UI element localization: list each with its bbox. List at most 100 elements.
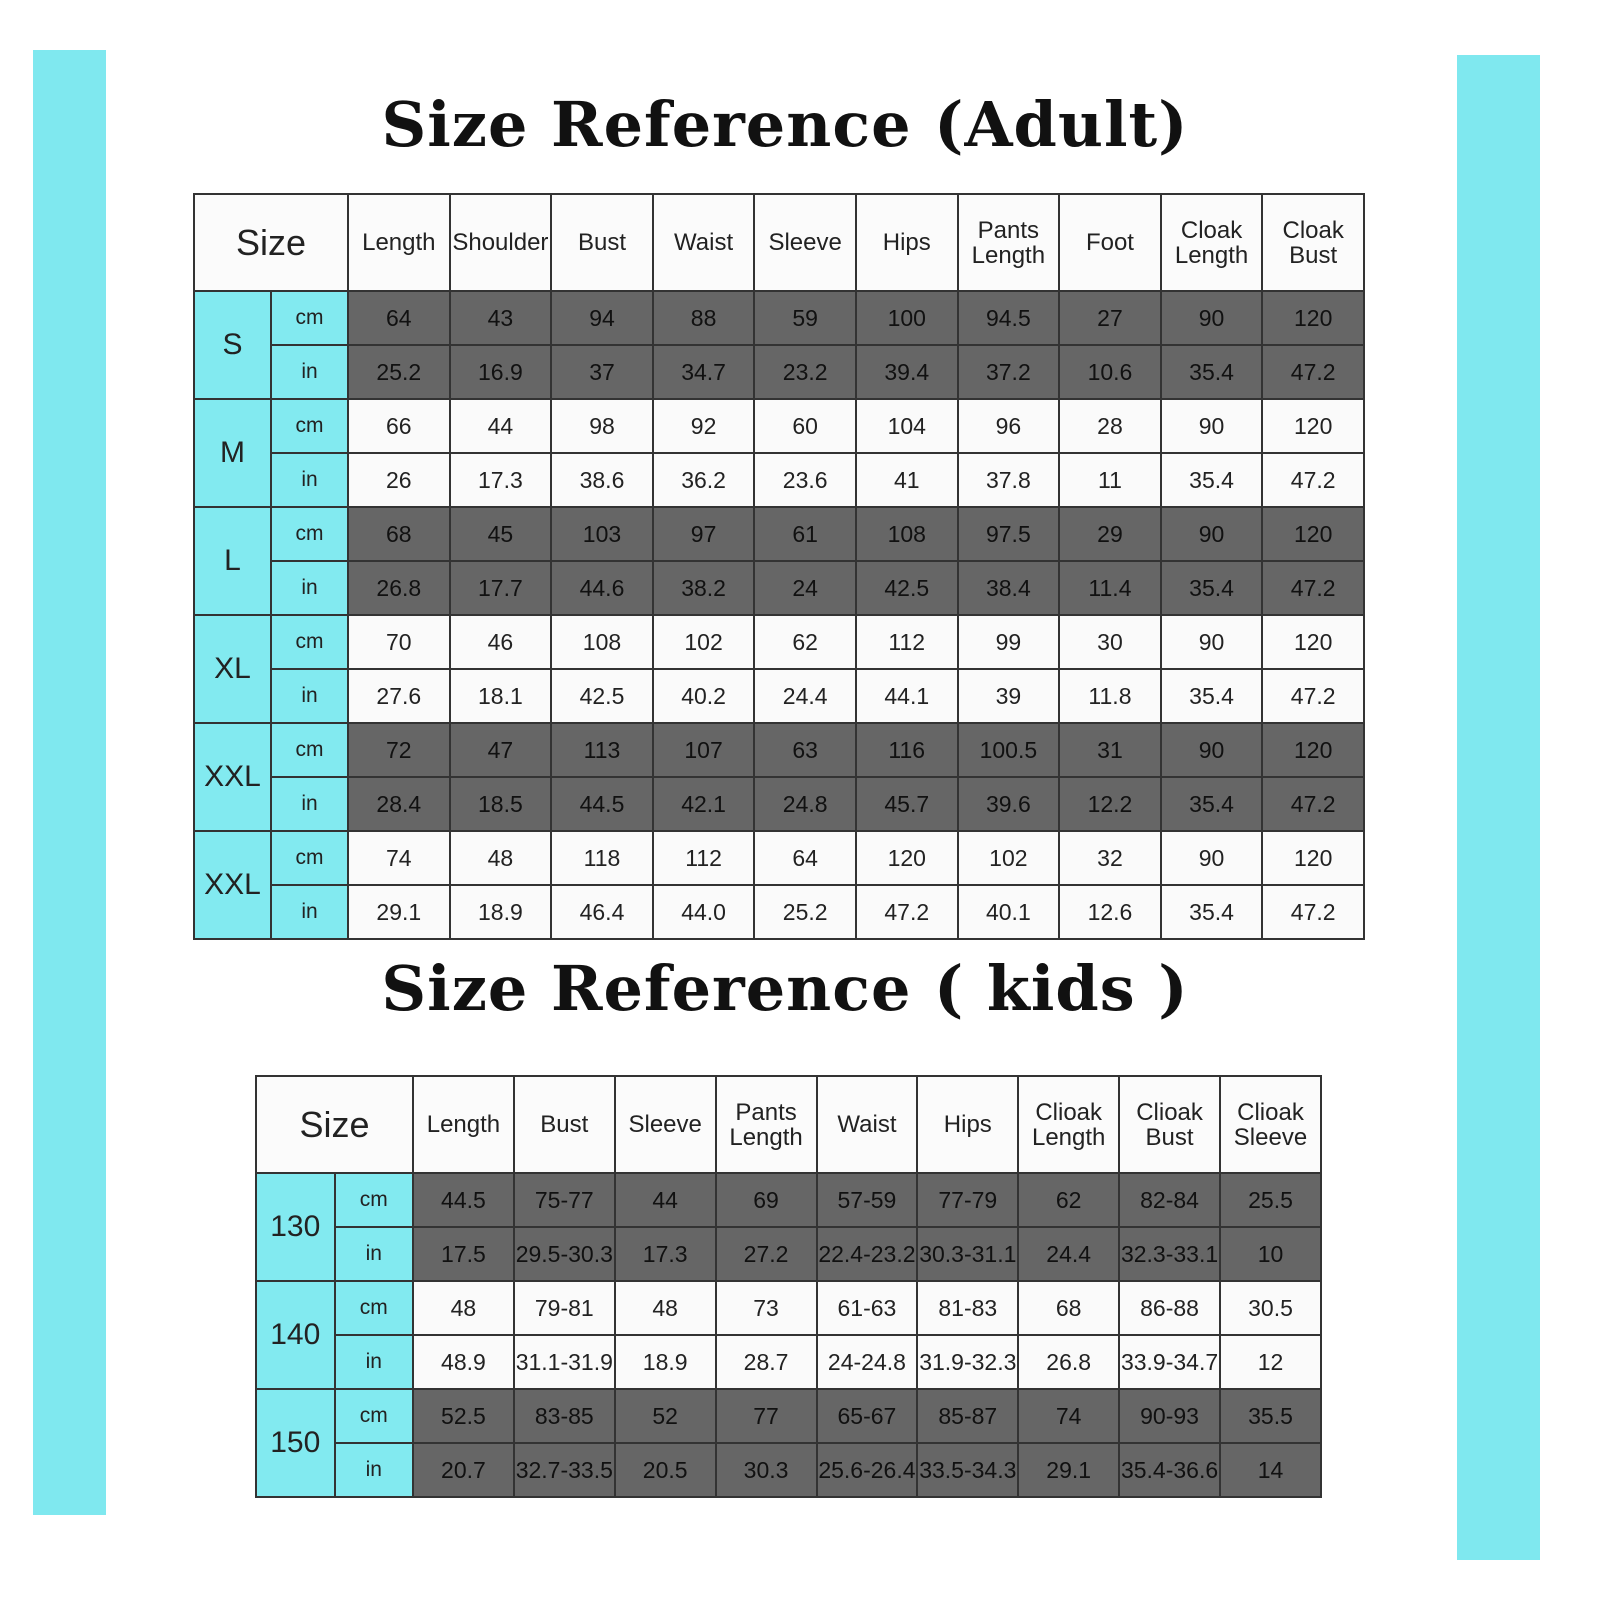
- column-header: Bust: [550, 193, 654, 292]
- table-row: XXL cm 72 47 113 107 63 116 100.5 31 90 120: [193, 722, 1365, 832]
- unit-label: cm: [333, 1388, 414, 1444]
- table-cell: 42.5: [550, 668, 654, 724]
- table-cell: 74: [347, 830, 451, 886]
- table-cell: 27: [1058, 290, 1162, 346]
- size-label: 140: [255, 1280, 336, 1390]
- table-cell: 16.9: [448, 344, 553, 400]
- size-header: Size: [193, 193, 349, 292]
- table-cell: 63: [753, 722, 857, 778]
- table-cell: 32.3-33.1: [1118, 1226, 1221, 1282]
- table-cell: 26.8: [347, 560, 451, 616]
- table-cell: 100: [854, 290, 959, 346]
- table-cell: 118: [550, 830, 654, 886]
- size-header: Size: [255, 1075, 414, 1174]
- table-cell: 59: [753, 290, 857, 346]
- table-cell: 90-93: [1118, 1388, 1221, 1444]
- table-cell: 46: [448, 614, 553, 670]
- unit-label: cm: [270, 398, 349, 454]
- unit-label: in: [333, 1226, 414, 1282]
- table-cell: 112: [854, 614, 959, 670]
- table-cell: 47.2: [1261, 884, 1365, 940]
- table-cell: 31: [1058, 722, 1162, 778]
- size-label: L: [193, 506, 272, 616]
- table-cell: 68: [1017, 1280, 1121, 1336]
- table-cell: 90: [1159, 722, 1264, 778]
- size-label: S: [193, 290, 272, 400]
- table-cell: 74: [1017, 1388, 1121, 1444]
- size-label: XL: [193, 614, 272, 724]
- table-cell: 47.2: [1261, 452, 1365, 508]
- table-cell: 26.8: [1017, 1334, 1121, 1390]
- table-cell: 112: [651, 830, 756, 886]
- table-cell: 11.8: [1058, 668, 1162, 724]
- table-cell: 104: [854, 398, 959, 454]
- table-cell: 24: [753, 560, 857, 616]
- size-label: M: [193, 398, 272, 508]
- table-cell: 12.6: [1058, 884, 1162, 940]
- kids-title: Size Reference ( kids ): [381, 952, 1189, 1025]
- table-cell: 99: [956, 614, 1061, 670]
- table-cell: 37.2: [956, 344, 1061, 400]
- table-cell: 64: [753, 830, 857, 886]
- column-header: Foot: [1058, 193, 1162, 292]
- table-cell: 64: [347, 290, 451, 346]
- table-cell: 96: [956, 398, 1061, 454]
- table-cell: 31.9-32.3: [916, 1334, 1020, 1390]
- table-cell: 90: [1159, 614, 1264, 670]
- table-cell: 48: [412, 1280, 515, 1336]
- column-header: Hips: [854, 193, 959, 292]
- table-cell: 120: [1261, 614, 1365, 670]
- table-cell: 10.6: [1058, 344, 1162, 400]
- table-cell: 31.1-31.9: [512, 1334, 616, 1390]
- table-cell: 47.2: [854, 884, 959, 940]
- table-cell: 27.2: [714, 1226, 818, 1282]
- table-row: in 26 17.3 38.6 36.2 23.6 41 37.8 11 35.4 47.2: [194, 452, 1365, 508]
- table-cell: 12.2: [1058, 776, 1162, 832]
- table-cell: 62: [1017, 1172, 1121, 1228]
- unit-label: cm: [270, 830, 349, 886]
- unit-label: in: [270, 452, 349, 508]
- column-header: Waist: [651, 193, 756, 292]
- table-cell: 42.1: [651, 776, 756, 832]
- table-cell: 25.5: [1219, 1172, 1322, 1228]
- table-cell: 47.2: [1261, 668, 1365, 724]
- column-header: Hips: [916, 1075, 1020, 1174]
- column-header: Clioak Length: [1017, 1075, 1121, 1174]
- table-cell: 28.4: [347, 776, 451, 832]
- table-cell: 120: [1261, 830, 1365, 886]
- table-row: 130 cm 44.5 75-77 44 69 57-59 77-79 62 82-84 25.5: [255, 1172, 1322, 1282]
- table-row: in 29.1 18.9 46.4 44.0 25.2 47.2 40.1 12.6 35.4 47…: [194, 884, 1365, 940]
- table-cell: 25.2: [347, 344, 451, 400]
- table-cell: 46.4: [550, 884, 654, 940]
- table-cell: 37.8: [956, 452, 1061, 508]
- table-cell: 44.5: [412, 1172, 515, 1228]
- table-cell: 35.5: [1219, 1388, 1322, 1444]
- table-cell: 12: [1219, 1334, 1322, 1390]
- table-cell: 44.1: [854, 668, 959, 724]
- table-cell: 75-77: [512, 1172, 616, 1228]
- column-header: Pants Length: [956, 193, 1061, 292]
- table-cell: 25.6-26.4: [815, 1442, 919, 1498]
- column-header: Sleeve: [613, 1075, 717, 1174]
- kids-size-table: Size Length Bust Sleeve Pants Length Waist Hip…: [255, 1075, 1322, 1498]
- table-cell: 68: [347, 506, 451, 562]
- table-cell: 108: [854, 506, 959, 562]
- table-cell: 29.1: [1017, 1442, 1121, 1498]
- table-row: in 48.9 31.1-31.9 18.9 28.7 24-24.8 31.9-32.3 2…: [256, 1334, 1322, 1390]
- table-cell: 48.9: [412, 1334, 515, 1390]
- column-header: Length: [412, 1075, 515, 1174]
- table-cell: 120: [1261, 722, 1365, 778]
- table-cell: 36.2: [651, 452, 756, 508]
- table-cell: 65-67: [815, 1388, 919, 1444]
- table-cell: 30.3: [714, 1442, 818, 1498]
- table-cell: 90: [1159, 506, 1264, 562]
- table-cell: 29.1: [347, 884, 451, 940]
- table-cell: 32: [1058, 830, 1162, 886]
- table-cell: 41: [854, 452, 959, 508]
- table-cell: 35.4: [1159, 452, 1264, 508]
- table-cell: 25.2: [753, 884, 857, 940]
- table-cell: 62: [753, 614, 857, 670]
- table-cell: 108: [550, 614, 654, 670]
- table-cell: 18.1: [448, 668, 553, 724]
